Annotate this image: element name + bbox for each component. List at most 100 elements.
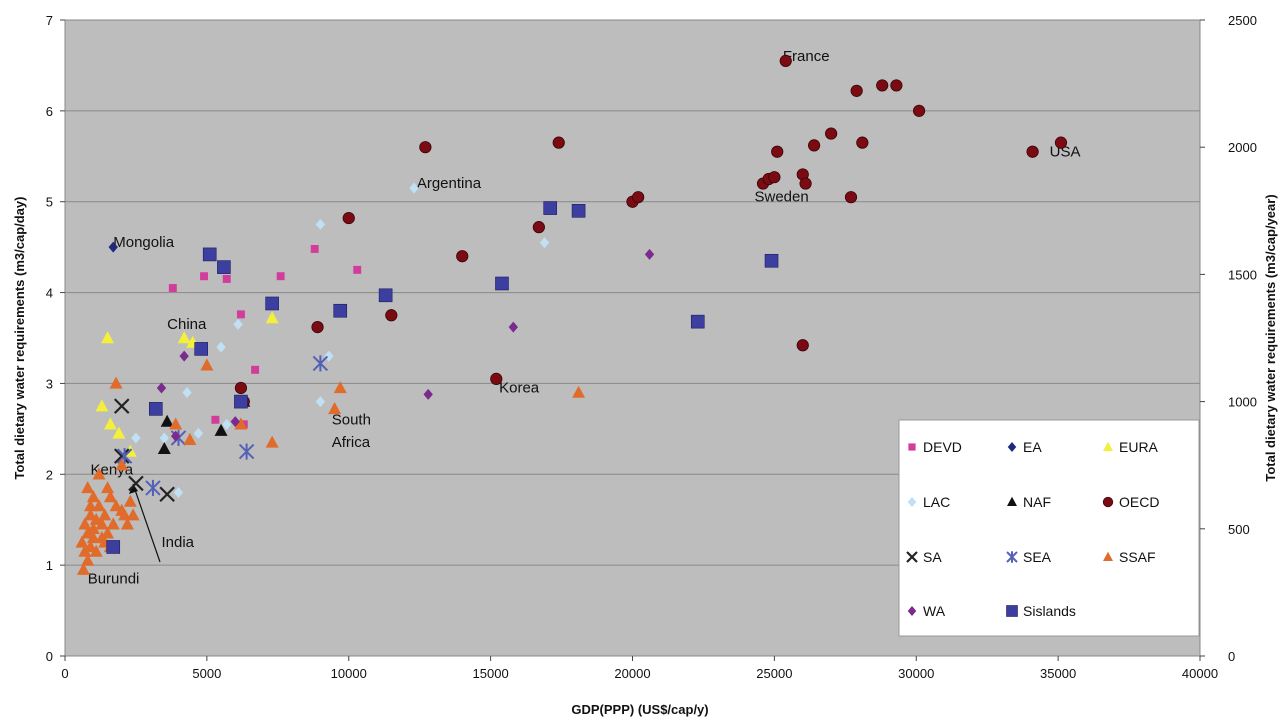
data-point-ssaf <box>86 531 100 544</box>
data-point-oecd <box>876 79 889 92</box>
y-tick-label: 7 <box>46 13 53 28</box>
data-point-ssaf <box>109 499 123 512</box>
annotations: FranceUSASwedenArgentinaMongoliaChinaKor… <box>88 48 1081 587</box>
data-point-oecd <box>490 372 503 385</box>
data-point-lac <box>539 237 550 249</box>
data-point-oecd <box>419 141 432 154</box>
data-point-lac <box>315 396 326 408</box>
data-point-ssaf <box>78 517 92 530</box>
x-tick-label: 35000 <box>1040 666 1076 681</box>
data-point-devd <box>200 272 208 281</box>
data-point-lac <box>233 318 243 330</box>
data-point-sislands <box>217 260 231 274</box>
legend-label: WA <box>923 603 946 619</box>
data-point-sislands <box>495 276 509 291</box>
data-point-sislands <box>265 296 279 311</box>
y-tick-label: 0 <box>46 649 53 664</box>
india-arrow-head <box>129 484 138 494</box>
data-point-ssaf <box>75 535 89 548</box>
data-point-lac <box>159 432 169 444</box>
annotation-label: France <box>783 48 830 65</box>
data-point-ssaf <box>101 526 115 539</box>
data-point-sislands <box>106 540 121 554</box>
data-point-oecd <box>779 54 792 67</box>
annotation-label: Argentina <box>417 175 482 192</box>
data-point-wa <box>230 416 240 428</box>
data-point-ssaf <box>86 521 100 534</box>
legend-entry-lac: LAC <box>907 494 950 510</box>
legend-label: NAF <box>1023 494 1051 510</box>
series-sislands <box>106 201 779 554</box>
y2-tick-label: 1000 <box>1228 395 1257 410</box>
legend-label: EURA <box>1119 439 1159 455</box>
data-point-devd <box>236 310 245 319</box>
data-point-sa <box>113 448 130 464</box>
data-point-wa <box>423 388 433 400</box>
data-point-oecd <box>771 145 784 158</box>
data-point-eura <box>95 399 109 412</box>
annotation-label: Africa <box>332 434 371 451</box>
y2-axis-title: Total dietary water requirements (m3/cap… <box>1263 194 1278 481</box>
data-point-ssaf <box>76 562 90 575</box>
data-point-ssaf <box>120 517 134 530</box>
data-point-oecd <box>456 250 469 263</box>
x-tick-label: 25000 <box>756 666 792 681</box>
data-point-oecd <box>850 84 863 97</box>
data-point-oecd <box>796 339 809 352</box>
data-point-ssaf <box>328 402 342 415</box>
data-point-ssaf <box>95 517 109 530</box>
data-point-ssaf <box>109 376 123 389</box>
data-point-ssaf <box>92 499 106 512</box>
x-tick-label: 30000 <box>898 666 934 681</box>
legend: DEVD EA EURA LAC NAF OECD SA SEA SSAF WA Sislands <box>898 419 1200 637</box>
india-arrow-line <box>132 483 161 563</box>
data-point-ssaf <box>89 512 103 525</box>
legend-entry-eura: EURA <box>1103 439 1159 455</box>
x-axis-title: GDP(PPP) (US$/cap/y) <box>571 702 708 717</box>
data-point-ssaf <box>92 467 106 480</box>
legend-marker <box>906 551 918 563</box>
legend-label: SEA <box>1023 549 1052 565</box>
data-point-ssaf <box>98 508 112 521</box>
data-point-oecd <box>1026 145 1039 158</box>
data-point-ssaf <box>200 358 214 371</box>
data-point-oecd <box>1054 136 1068 149</box>
legend-label: LAC <box>923 494 950 510</box>
data-point-sislands <box>234 394 248 409</box>
legend-entry-devd: DEVD <box>908 439 962 455</box>
series-wa <box>156 248 655 442</box>
legend-label: DEVD <box>923 439 962 455</box>
legend-marker <box>1006 551 1018 563</box>
legend-label: EA <box>1023 439 1042 455</box>
data-point-sislands <box>571 204 586 218</box>
data-point-devd <box>353 265 362 274</box>
data-point-lac <box>409 182 419 194</box>
data-point-oecd <box>856 136 869 149</box>
data-point-wa <box>170 430 181 442</box>
series-oecd <box>234 54 1068 408</box>
data-point-ssaf <box>86 490 100 503</box>
data-point-lac <box>182 387 192 399</box>
data-point-sislands <box>202 247 217 262</box>
data-point-eura <box>103 417 117 430</box>
legend-marker <box>1007 496 1017 506</box>
data-point-lac <box>173 486 184 498</box>
legend-marker <box>1103 441 1113 451</box>
annotation-label: China <box>167 316 207 333</box>
legend-marker <box>1006 605 1018 617</box>
data-point-lac <box>222 418 232 430</box>
annotation-label: Korea <box>499 380 540 397</box>
data-point-naf <box>160 414 174 427</box>
data-point-sea <box>116 448 133 465</box>
data-point-sislands <box>543 201 558 215</box>
legend-entry-naf: NAF <box>1007 494 1051 510</box>
data-point-devd <box>211 415 220 424</box>
data-point-ssaf <box>106 517 120 530</box>
data-point-wa <box>644 248 655 260</box>
data-point-oecd <box>632 191 645 204</box>
data-point-naf <box>214 423 228 436</box>
y-tick-label: 6 <box>46 104 53 119</box>
data-point-ssaf <box>84 499 98 512</box>
data-point-oecd <box>807 139 821 152</box>
